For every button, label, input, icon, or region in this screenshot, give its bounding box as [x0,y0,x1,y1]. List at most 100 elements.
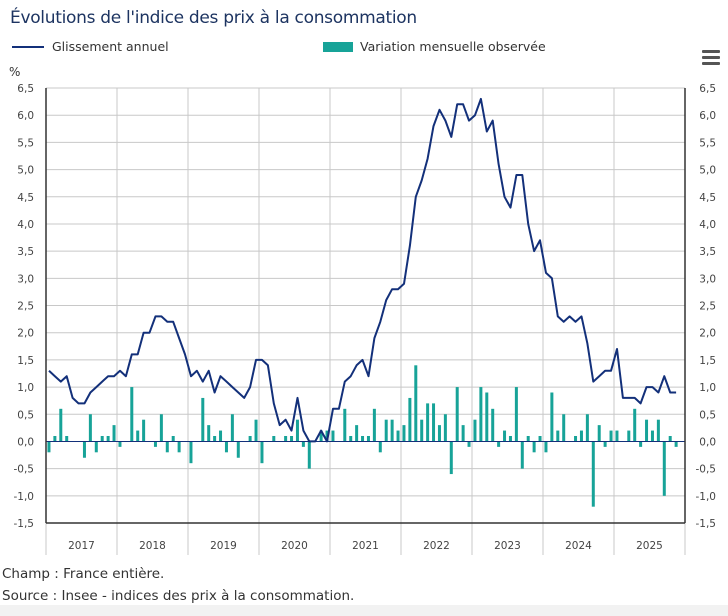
y-tick-label-right: 6,0 [699,110,716,122]
bar-monthly-variation [402,425,406,442]
bar-monthly-variation [455,387,459,442]
x-tick-label: 2025 [636,540,663,552]
bar-monthly-variation [650,430,654,442]
legend-item-line[interactable]: Glissement annuel [12,39,169,54]
x-tick-label: 2021 [352,540,379,552]
chart-title: Évolutions de l'indice des prix à la con… [10,8,417,28]
bar-monthly-variation [378,441,382,453]
bar-monthly-variation [236,441,240,458]
y-tick-label-left: 6,5 [17,83,34,95]
bar-monthly-variation [585,414,589,442]
bar-monthly-variation [331,430,335,442]
bar-monthly-variation [355,425,359,442]
bar-monthly-variation [390,419,394,442]
y-tick-label-right: 4,0 [699,219,716,231]
y-tick-label-right: 4,5 [699,192,716,204]
bar-monthly-variation [254,419,258,442]
bar-monthly-variation [94,441,98,453]
x-tick-label: 2024 [565,540,592,552]
y-tick-label-left: 1,0 [17,382,34,394]
bar-monthly-variation [674,441,678,447]
hamburger-menu-icon[interactable] [702,50,720,66]
bar-monthly-variation [366,436,370,442]
bar-monthly-variation [656,419,660,442]
bar-monthly-variation [272,436,276,442]
bar-monthly-variation [396,430,400,442]
y-tick-label-left: 4,5 [17,192,34,204]
y-tick-label-right: 5,5 [699,137,716,149]
bar-monthly-variation [574,436,578,442]
bar-monthly-variation [538,436,542,442]
bar-monthly-variation [479,387,483,442]
bar-monthly-variation [112,425,116,442]
y-tick-label-left: 6,0 [17,110,34,122]
bar-monthly-variation [260,441,264,464]
bar-monthly-variation [153,441,157,447]
y-tick-label-right: 0,5 [699,409,716,421]
bar-monthly-variation [248,436,252,442]
bar-monthly-variation [467,441,471,447]
bar-monthly-variation [497,441,501,447]
y-tick-label-left: -0,5 [14,464,35,476]
y-tick-label-right: -0,5 [696,464,717,476]
bar-monthly-variation [603,441,607,447]
bar-monthly-variation [532,441,536,453]
bar-monthly-variation [136,430,140,442]
bar-monthly-variation [609,430,613,442]
bar-monthly-variation [645,419,649,442]
y-axis-unit: % [9,65,20,79]
note-source: Source : Insee - indices des prix à la c… [2,588,355,604]
bar-monthly-variation [556,430,560,442]
bar-monthly-variation [372,408,376,442]
bar-monthly-variation [361,436,365,442]
y-tick-label-left: 0,5 [17,409,34,421]
bar-monthly-variation [544,441,548,453]
y-tick-label-left: 1,5 [17,355,34,367]
bar-monthly-variation [177,441,181,453]
bar-monthly-variation [319,430,323,442]
bar-monthly-variation [461,425,465,442]
footer-band [0,605,728,616]
bar-monthly-variation [437,425,441,442]
bar-swatch-icon [323,41,353,52]
bar-monthly-variation [65,436,69,442]
y-tick-label-right: 5,0 [699,165,716,177]
y-tick-label-right: 1,0 [699,382,716,394]
bar-monthly-variation [668,436,672,442]
legend-item-bars[interactable]: Variation mensuelle observée [323,39,546,54]
chart: % 6,5 6,5 6,0 6,0 5,5 5,5 5,0 5,0 4,5 4,5 4,0 4,0 3,… [9,65,717,555]
y-tick-label-left: 2,0 [17,328,34,340]
bar-monthly-variation [142,419,146,442]
x-tick-label: 2022 [423,540,450,552]
bar-monthly-variation [53,436,57,442]
bar-monthly-variation [213,436,217,442]
note-champ: Champ : France entière. [2,566,165,582]
bar-monthly-variation [485,392,489,442]
y-tick-label-right: 6,5 [699,83,716,95]
y-tick-label-right: 2,0 [699,328,716,340]
y-tick-label-right: 3,5 [699,246,716,258]
bar-monthly-variation [171,436,175,442]
y-tick-label-left: 4,0 [17,219,34,231]
y-tick-label-left: 5,5 [17,137,34,149]
bar-monthly-variation [662,441,666,496]
bar-monthly-variation [100,436,104,442]
bar-monthly-variation [627,430,631,442]
bar-monthly-variation [508,436,512,442]
bar-monthly-variation [307,441,311,469]
x-tick-label: 2020 [281,540,308,552]
y-tick-label-left: 3,5 [17,246,34,258]
bar-monthly-variation [224,441,228,453]
bar-monthly-variation [349,436,353,442]
bar-monthly-variation [207,425,211,442]
bar-monthly-variation [118,441,122,447]
y-tick-label-right: 2,5 [699,301,716,313]
bar-monthly-variation [597,425,601,442]
bar-monthly-variation [295,419,299,442]
bar-monthly-variation [408,397,412,442]
bar-monthly-variation [230,414,234,442]
line-swatch-icon [12,45,44,48]
bar-monthly-variation [165,441,169,453]
legend-label: Variation mensuelle observée [360,39,546,54]
bar-monthly-variation [449,441,453,475]
